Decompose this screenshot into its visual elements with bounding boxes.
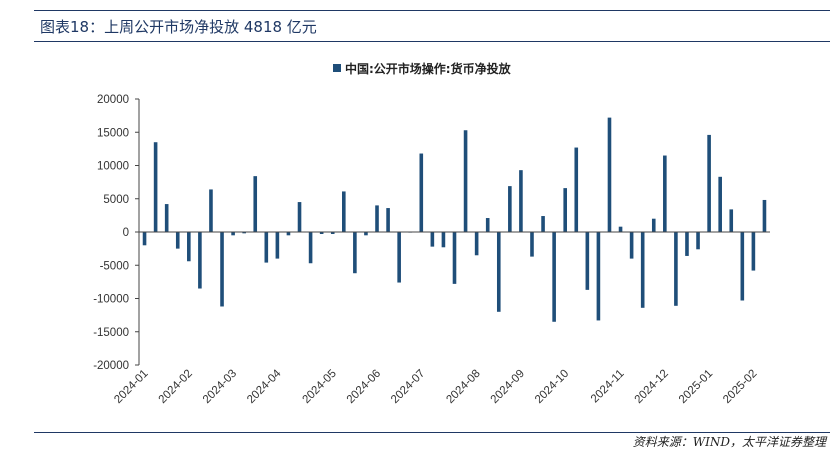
bar <box>485 218 490 232</box>
bar <box>740 232 745 301</box>
bar <box>220 232 224 307</box>
bar <box>463 130 468 232</box>
x-tick-label: 2024-08 <box>444 368 482 406</box>
source-note: 资料来源：WIND，太平洋证券整理 <box>632 435 826 449</box>
bar <box>629 232 634 259</box>
bar <box>198 232 202 289</box>
x-tick-label: 2025-02 <box>721 368 759 406</box>
x-tick-label: 2024-05 <box>301 368 339 406</box>
bar <box>153 142 158 232</box>
y-tick-label: 15000 <box>97 127 129 139</box>
bar <box>574 147 579 232</box>
x-tick-label: 2024-10 <box>533 368 571 406</box>
bar <box>607 117 612 232</box>
bar <box>175 232 180 249</box>
y-tick-label: 5000 <box>103 194 129 206</box>
y-tick-label: 20000 <box>97 94 129 106</box>
y-tick-label: -15000 <box>93 327 129 339</box>
x-tick-label: 2024-12 <box>633 368 671 406</box>
bar <box>651 218 656 232</box>
bar <box>640 232 645 308</box>
bar <box>342 191 346 232</box>
bar <box>685 232 689 256</box>
y-tick-label: -20000 <box>93 360 129 372</box>
bar <box>674 232 678 306</box>
bar <box>729 209 734 232</box>
bar <box>707 134 711 232</box>
y-tick-label: 0 <box>123 227 129 239</box>
bar <box>264 232 269 263</box>
bar <box>242 232 246 234</box>
bar <box>474 232 479 256</box>
bar <box>397 232 401 283</box>
bar <box>297 202 302 232</box>
bar <box>552 232 556 322</box>
x-tick-label: 2024-02 <box>157 368 195 406</box>
bar <box>364 232 368 236</box>
x-axis: 2024-01 2024-02 2024-03 2024-04 2024-05 2024-… <box>112 231 770 406</box>
y-tick-label: -5000 <box>100 260 129 272</box>
y-tick-label: 10000 <box>97 161 129 173</box>
bar <box>718 176 722 232</box>
bar <box>585 232 590 290</box>
x-tick-label: 2024-11 <box>589 368 627 406</box>
legend-label: 中国:公开市场操作:货币净投放 <box>345 61 512 76</box>
bar <box>508 186 512 232</box>
bar <box>209 189 213 232</box>
x-tick-label: 2024-06 <box>345 368 383 406</box>
y-tick-label: -10000 <box>93 294 129 306</box>
chart-legend: 中国:公开市场操作:货币净投放 <box>333 61 512 76</box>
bar <box>441 232 446 248</box>
bar <box>663 155 667 232</box>
title-rule <box>34 41 830 42</box>
bar <box>286 232 291 236</box>
bar <box>530 232 534 257</box>
bar <box>519 170 523 232</box>
bar-chart: 中国:公开市场操作:货币净投放 -20000 -15000 -10000 -5000 0… <box>93 61 770 406</box>
figure-title: 图表18：上周公开市场净投放 4818 亿元 <box>40 18 317 36</box>
bar <box>618 226 623 232</box>
bar <box>275 232 280 259</box>
bar <box>164 204 169 232</box>
x-tick-label: 2024-04 <box>245 367 284 406</box>
x-tick-label: 2024-07 <box>389 368 427 406</box>
legend-swatch <box>333 64 341 72</box>
bar-series <box>142 117 767 322</box>
bar <box>253 176 258 232</box>
bar <box>375 205 379 232</box>
y-axis: -20000 -15000 -10000 -5000 0 5000 10000 15000 20… <box>93 94 140 372</box>
x-tick-label: 2024-01 <box>112 368 150 406</box>
bar <box>696 232 700 250</box>
bar <box>762 199 767 232</box>
bar <box>142 232 147 246</box>
bar <box>319 232 324 234</box>
x-tick-label: 2025-01 <box>677 368 715 406</box>
bar <box>496 232 501 312</box>
bar <box>596 232 601 321</box>
bar <box>452 232 457 284</box>
bar <box>563 188 567 232</box>
x-tick-label: 2024-09 <box>489 368 527 406</box>
bar <box>353 232 357 274</box>
bar <box>308 232 313 264</box>
bar <box>386 208 390 232</box>
x-tick-label: 2024-03 <box>201 368 239 406</box>
bottom-rule <box>34 432 830 433</box>
bar <box>541 216 545 232</box>
bar <box>330 232 335 234</box>
top-rule <box>34 10 830 11</box>
bar <box>231 232 235 236</box>
bar <box>187 232 191 262</box>
bar <box>419 153 424 232</box>
bar <box>430 232 435 247</box>
bar <box>751 232 756 271</box>
